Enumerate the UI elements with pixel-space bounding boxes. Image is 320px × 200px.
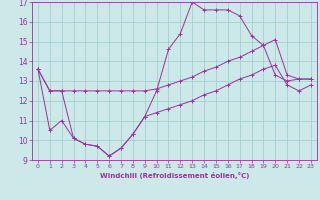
X-axis label: Windchill (Refroidissement éolien,°C): Windchill (Refroidissement éolien,°C) xyxy=(100,172,249,179)
